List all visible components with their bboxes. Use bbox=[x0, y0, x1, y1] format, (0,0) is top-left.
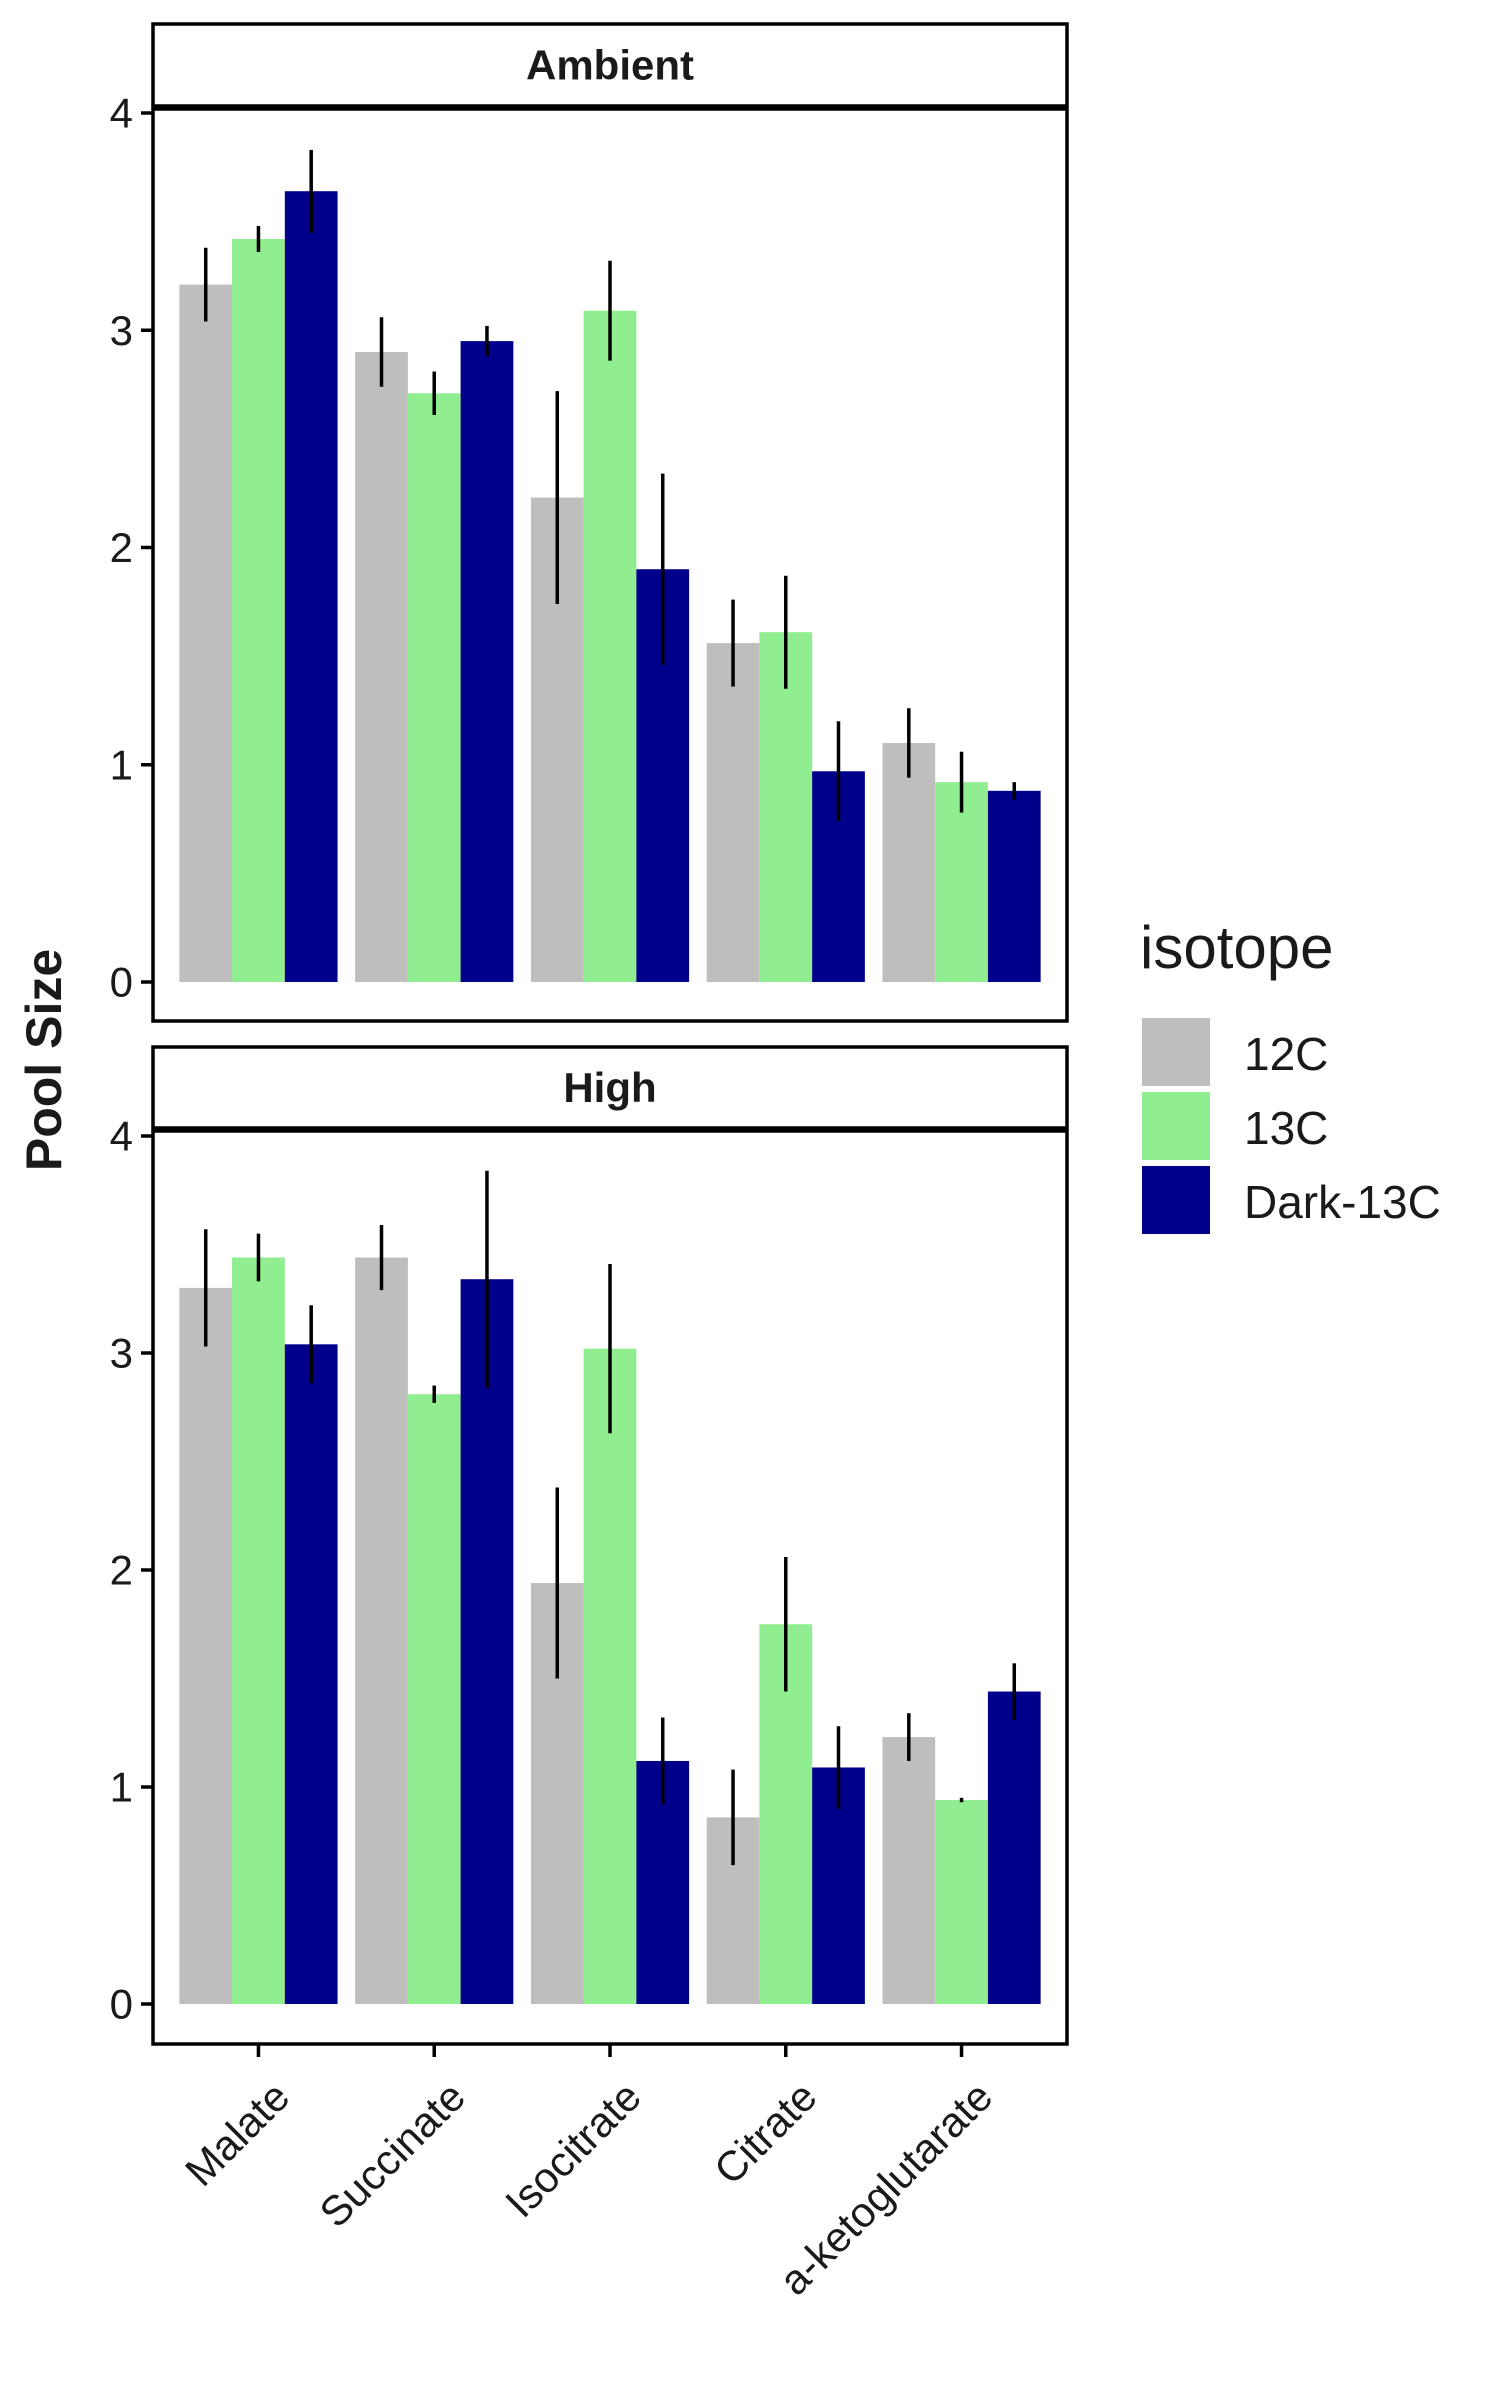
y-tick-label: 3 bbox=[110, 307, 133, 354]
bar bbox=[583, 1348, 637, 2004]
x-tick-label: Citrate bbox=[705, 2073, 826, 2194]
legend-label: Dark-13C bbox=[1244, 1176, 1441, 1228]
y-axis-title: Pool Size bbox=[16, 949, 72, 1171]
bar bbox=[232, 1257, 285, 2004]
x-tick-label: Malate bbox=[176, 2073, 298, 2195]
y-tick-label: 2 bbox=[110, 524, 133, 571]
facet-strip-label: High bbox=[563, 1064, 656, 1111]
legend-key bbox=[1142, 1166, 1210, 1234]
x-tick-label: Isocitrate bbox=[496, 2073, 650, 2227]
bar bbox=[987, 1691, 1041, 2004]
facet-strip-label: Ambient bbox=[526, 42, 694, 89]
bar bbox=[882, 1737, 936, 2004]
y-tick-label: 3 bbox=[110, 1330, 133, 1377]
x-axis: Malate Succinate Isocitrate Citratea-ketogl… bbox=[176, 2044, 1001, 2304]
facet-panels: Ambient 0 1 2 3 4 High 0 1 2 3 4 bbox=[110, 22, 1069, 2046]
panel-ambient: Ambient 0 1 2 3 4 bbox=[110, 22, 1069, 1023]
bar bbox=[355, 351, 408, 983]
legend-key bbox=[1142, 1092, 1210, 1160]
y-tick-label: 1 bbox=[110, 1764, 133, 1811]
y-tick-label: 4 bbox=[110, 90, 133, 137]
bar bbox=[284, 191, 338, 982]
y-tick-label: 4 bbox=[110, 1113, 133, 1160]
bar bbox=[759, 632, 813, 982]
bar bbox=[179, 1287, 233, 2004]
legend: isotope 12C 13C Dark-13C bbox=[1140, 914, 1441, 1234]
bar bbox=[987, 790, 1041, 982]
bar bbox=[407, 1394, 461, 2004]
panel-high: High 0 1 2 3 4 bbox=[110, 1045, 1069, 2046]
legend-label: 13C bbox=[1244, 1102, 1328, 1154]
bar bbox=[882, 743, 936, 982]
facet-strip bbox=[151, 22, 1069, 108]
bar bbox=[583, 310, 637, 982]
x-tick-label: Succinate bbox=[310, 2073, 474, 2237]
bar bbox=[179, 284, 233, 982]
y-tick-label: 2 bbox=[110, 1547, 133, 1594]
bar bbox=[460, 341, 514, 982]
bar bbox=[706, 643, 760, 982]
bar bbox=[935, 1800, 988, 2004]
bar bbox=[232, 239, 285, 982]
bar bbox=[935, 782, 988, 982]
bar bbox=[460, 1279, 514, 2004]
y-tick-label: 1 bbox=[110, 741, 133, 788]
y-tick-label: 0 bbox=[110, 1981, 133, 2028]
bar bbox=[407, 393, 461, 982]
y-tick-label: 0 bbox=[110, 959, 133, 1006]
legend-key bbox=[1142, 1018, 1210, 1086]
legend-label: 12C bbox=[1244, 1028, 1328, 1080]
bar bbox=[284, 1344, 338, 2004]
bar bbox=[355, 1257, 408, 2004]
legend-title: isotope bbox=[1140, 914, 1333, 981]
panel-border bbox=[151, 107, 1069, 1023]
facet-strip bbox=[151, 1045, 1069, 1130]
